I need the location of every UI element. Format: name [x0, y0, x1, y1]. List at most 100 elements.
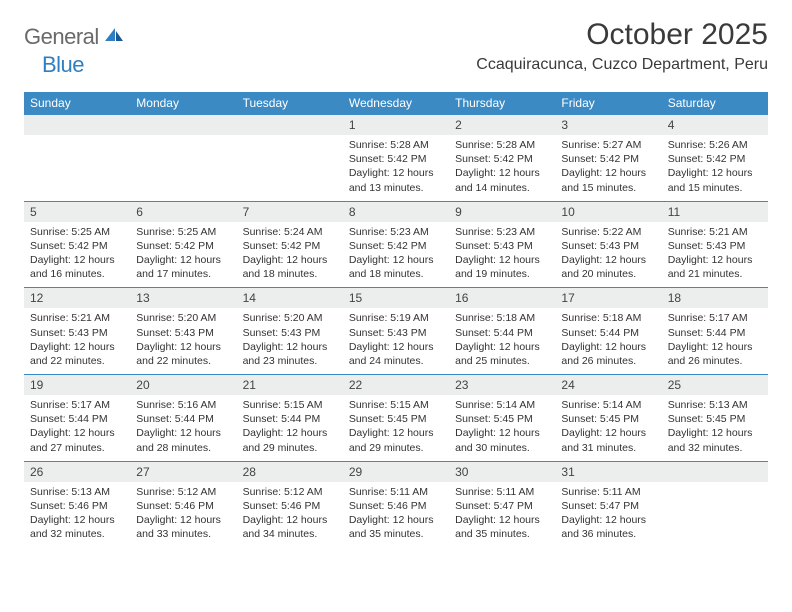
daylight-text: Daylight: 12 hours and 36 minutes.	[561, 513, 655, 541]
sunrise-text: Sunrise: 5:26 AM	[668, 138, 762, 152]
sunset-text: Sunset: 5:43 PM	[136, 326, 230, 340]
sunset-text: Sunset: 5:42 PM	[349, 239, 443, 253]
day-content-cell: Sunrise: 5:22 AMSunset: 5:43 PMDaylight:…	[555, 222, 661, 288]
daylight-text: Daylight: 12 hours and 20 minutes.	[561, 253, 655, 281]
day-content-cell: Sunrise: 5:12 AMSunset: 5:46 PMDaylight:…	[237, 482, 343, 548]
sunset-text: Sunset: 5:42 PM	[455, 152, 549, 166]
day-number-cell	[130, 115, 236, 136]
day-number-cell: 12	[24, 288, 130, 309]
daylight-text: Daylight: 12 hours and 33 minutes.	[136, 513, 230, 541]
day-number-cell: 28	[237, 461, 343, 482]
sunset-text: Sunset: 5:43 PM	[349, 326, 443, 340]
sunrise-text: Sunrise: 5:20 AM	[136, 311, 230, 325]
sunset-text: Sunset: 5:47 PM	[561, 499, 655, 513]
brand-logo: General	[24, 24, 127, 50]
daynum-row: 567891011	[24, 201, 768, 222]
daylight-text: Daylight: 12 hours and 29 minutes.	[243, 426, 337, 454]
sunrise-text: Sunrise: 5:16 AM	[136, 398, 230, 412]
daylight-text: Daylight: 12 hours and 26 minutes.	[668, 340, 762, 368]
day-number: 28	[243, 465, 256, 479]
day-header: Wednesday	[343, 92, 449, 115]
day-header: Monday	[130, 92, 236, 115]
sunset-text: Sunset: 5:43 PM	[30, 326, 124, 340]
daylight-text: Daylight: 12 hours and 18 minutes.	[349, 253, 443, 281]
day-number-cell: 3	[555, 115, 661, 136]
sunset-text: Sunset: 5:44 PM	[136, 412, 230, 426]
sunrise-text: Sunrise: 5:17 AM	[668, 311, 762, 325]
sunset-text: Sunset: 5:45 PM	[455, 412, 549, 426]
day-number: 30	[455, 465, 468, 479]
sunset-text: Sunset: 5:47 PM	[455, 499, 549, 513]
day-number-cell: 14	[237, 288, 343, 309]
sunset-text: Sunset: 5:43 PM	[455, 239, 549, 253]
sunrise-text: Sunrise: 5:21 AM	[30, 311, 124, 325]
daylight-text: Daylight: 12 hours and 34 minutes.	[243, 513, 337, 541]
daylight-text: Daylight: 12 hours and 27 minutes.	[30, 426, 124, 454]
daylight-text: Daylight: 12 hours and 22 minutes.	[136, 340, 230, 368]
sunset-text: Sunset: 5:44 PM	[243, 412, 337, 426]
sunrise-text: Sunrise: 5:20 AM	[243, 311, 337, 325]
day-number-cell	[24, 115, 130, 136]
day-number-cell: 2	[449, 115, 555, 136]
day-number-cell: 8	[343, 201, 449, 222]
day-number: 8	[349, 205, 356, 219]
sunset-text: Sunset: 5:42 PM	[561, 152, 655, 166]
sunset-text: Sunset: 5:43 PM	[668, 239, 762, 253]
daylight-text: Daylight: 12 hours and 19 minutes.	[455, 253, 549, 281]
daylight-text: Daylight: 12 hours and 35 minutes.	[455, 513, 549, 541]
sunset-text: Sunset: 5:44 PM	[561, 326, 655, 340]
day-number: 9	[455, 205, 462, 219]
day-number-cell: 17	[555, 288, 661, 309]
sunrise-text: Sunrise: 5:11 AM	[455, 485, 549, 499]
brand-part1: General	[24, 24, 99, 50]
sunrise-text: Sunrise: 5:19 AM	[349, 311, 443, 325]
calendar-table: Sunday Monday Tuesday Wednesday Thursday…	[24, 92, 768, 548]
sunrise-text: Sunrise: 5:28 AM	[349, 138, 443, 152]
day-content-cell: Sunrise: 5:14 AMSunset: 5:45 PMDaylight:…	[449, 395, 555, 461]
day-content-cell: Sunrise: 5:15 AMSunset: 5:44 PMDaylight:…	[237, 395, 343, 461]
title-block: October 2025 Ccaquiracunca, Cuzco Depart…	[476, 18, 768, 74]
content-row: Sunrise: 5:17 AMSunset: 5:44 PMDaylight:…	[24, 395, 768, 461]
sunset-text: Sunset: 5:44 PM	[668, 326, 762, 340]
day-content-cell: Sunrise: 5:27 AMSunset: 5:42 PMDaylight:…	[555, 135, 661, 201]
day-number-cell: 30	[449, 461, 555, 482]
daylight-text: Daylight: 12 hours and 21 minutes.	[668, 253, 762, 281]
day-number: 26	[30, 465, 43, 479]
day-number: 1	[349, 118, 356, 132]
day-number-cell: 6	[130, 201, 236, 222]
daylight-text: Daylight: 12 hours and 17 minutes.	[136, 253, 230, 281]
sunset-text: Sunset: 5:44 PM	[30, 412, 124, 426]
day-number-cell: 20	[130, 375, 236, 396]
sunrise-text: Sunrise: 5:14 AM	[455, 398, 549, 412]
day-number-cell: 18	[662, 288, 768, 309]
daylight-text: Daylight: 12 hours and 25 minutes.	[455, 340, 549, 368]
day-number-cell: 25	[662, 375, 768, 396]
sunset-text: Sunset: 5:42 PM	[243, 239, 337, 253]
day-content-cell: Sunrise: 5:23 AMSunset: 5:42 PMDaylight:…	[343, 222, 449, 288]
day-content-cell: Sunrise: 5:17 AMSunset: 5:44 PMDaylight:…	[662, 308, 768, 374]
day-content-cell	[237, 135, 343, 201]
day-number: 16	[455, 291, 468, 305]
day-number-cell: 31	[555, 461, 661, 482]
sunrise-text: Sunrise: 5:12 AM	[136, 485, 230, 499]
sunrise-text: Sunrise: 5:25 AM	[30, 225, 124, 239]
day-number-cell: 5	[24, 201, 130, 222]
day-number: 2	[455, 118, 462, 132]
day-number: 5	[30, 205, 37, 219]
day-content-cell: Sunrise: 5:12 AMSunset: 5:46 PMDaylight:…	[130, 482, 236, 548]
day-number: 3	[561, 118, 568, 132]
content-row: Sunrise: 5:13 AMSunset: 5:46 PMDaylight:…	[24, 482, 768, 548]
day-content-cell: Sunrise: 5:21 AMSunset: 5:43 PMDaylight:…	[662, 222, 768, 288]
sunset-text: Sunset: 5:44 PM	[455, 326, 549, 340]
sail-icon	[103, 26, 125, 49]
day-content-cell: Sunrise: 5:23 AMSunset: 5:43 PMDaylight:…	[449, 222, 555, 288]
sunrise-text: Sunrise: 5:22 AM	[561, 225, 655, 239]
sunset-text: Sunset: 5:45 PM	[668, 412, 762, 426]
day-content-cell: Sunrise: 5:26 AMSunset: 5:42 PMDaylight:…	[662, 135, 768, 201]
day-header: Saturday	[662, 92, 768, 115]
sunrise-text: Sunrise: 5:17 AM	[30, 398, 124, 412]
day-content-cell: Sunrise: 5:13 AMSunset: 5:46 PMDaylight:…	[24, 482, 130, 548]
day-content-cell: Sunrise: 5:11 AMSunset: 5:47 PMDaylight:…	[555, 482, 661, 548]
day-number: 31	[561, 465, 574, 479]
day-content-cell: Sunrise: 5:14 AMSunset: 5:45 PMDaylight:…	[555, 395, 661, 461]
